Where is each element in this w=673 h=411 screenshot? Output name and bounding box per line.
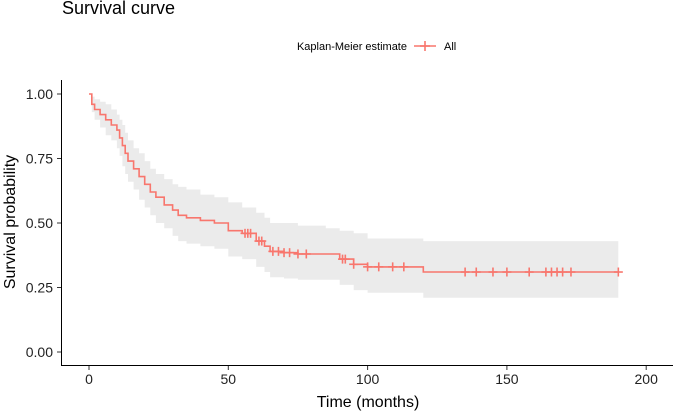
- censor-mark: [374, 262, 384, 272]
- x-tick-label: 0: [85, 371, 93, 387]
- censor-mark: [502, 267, 512, 277]
- censor-mark: [363, 262, 373, 272]
- censor-mark: [301, 249, 311, 259]
- censor-mark: [613, 267, 623, 277]
- x-tick-label: 100: [356, 371, 380, 387]
- y-tick-label: 0.75: [26, 151, 53, 167]
- censor-mark: [293, 249, 303, 259]
- censor-mark: [524, 267, 534, 277]
- x-tick-label: 200: [635, 371, 659, 387]
- censor-mark: [340, 254, 350, 264]
- censor-mark: [460, 267, 470, 277]
- censor-mark: [566, 267, 576, 277]
- y-tick-label: 1.00: [26, 86, 53, 102]
- chart-title: Survival curve: [62, 0, 175, 18]
- censor-mark: [349, 259, 359, 269]
- censor-mark: [558, 267, 568, 277]
- y-axis-title: Survival probability: [2, 155, 19, 289]
- censor-mark: [471, 267, 481, 277]
- y-tick-label: 0.50: [26, 215, 53, 231]
- censor-mark: [246, 228, 256, 238]
- legend-title: Kaplan-Meier estimate: [297, 41, 407, 53]
- y-tick-label: 0.25: [26, 280, 53, 296]
- confidence-band: [89, 94, 619, 298]
- legend: Kaplan-Meier estimate All: [297, 41, 456, 53]
- censor-mark: [257, 236, 267, 246]
- censor-mark: [285, 248, 295, 258]
- x-tick-label: 150: [495, 371, 519, 387]
- x-axis-title: Time (months): [317, 394, 420, 411]
- censor-mark: [388, 262, 398, 272]
- y-axis-ticks: 0.00 0.25 0.50 0.75 1.00: [26, 86, 61, 360]
- censor-mark: [273, 246, 283, 256]
- censor-mark: [399, 262, 409, 272]
- legend-entry-label: All: [444, 41, 456, 53]
- censor-mark: [488, 267, 498, 277]
- y-tick-label: 0.00: [26, 344, 53, 360]
- plot-area: [89, 93, 623, 298]
- x-tick-label: 50: [221, 371, 237, 387]
- x-axis-ticks: 0 50 100 150 200: [85, 366, 658, 387]
